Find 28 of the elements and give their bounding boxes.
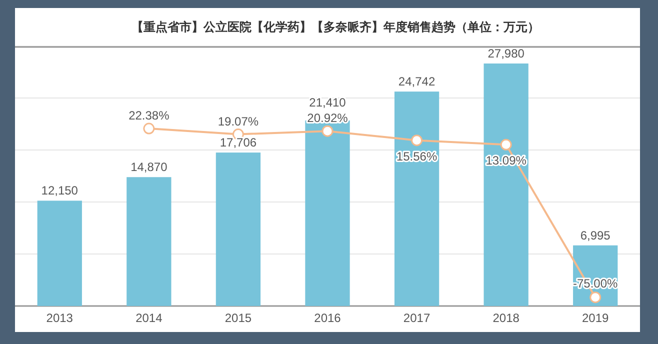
data-label: 14,870: [130, 160, 168, 174]
bar: [394, 92, 440, 306]
bar: [126, 177, 172, 306]
bar: [37, 200, 82, 306]
point: [500, 138, 512, 150]
data-label: 22.38%: [128, 108, 170, 123]
x-tick-label: 2014: [136, 311, 163, 325]
point: [143, 122, 155, 134]
x-tick-label: 2013: [46, 311, 74, 325]
x-tick-label: 2018: [492, 311, 520, 325]
data-label: 12,150: [41, 184, 78, 198]
data-label: 15.56%: [396, 149, 438, 164]
x-tick-label: 2015: [224, 311, 252, 325]
point: [590, 292, 602, 304]
data-label: 17,706: [220, 136, 257, 150]
data-label: 21,410: [309, 95, 346, 110]
point: [322, 125, 334, 137]
point: [411, 134, 423, 146]
x-tick-label: 2019: [582, 311, 610, 325]
data-label: 27,980: [488, 46, 525, 61]
x-tick-label: 2017: [403, 311, 430, 325]
data-label: 24,742: [398, 74, 436, 89]
bar: [216, 152, 261, 306]
data-label: 19.07%: [218, 114, 259, 128]
chart-title: 【重点省市】公立医院【化学药】【多奈哌齐】年度销售趋势（单位：万元）: [132, 20, 540, 34]
bar: [484, 64, 528, 306]
x-tick-label: 2016: [314, 311, 342, 325]
data-label: 6,995: [580, 228, 611, 242]
